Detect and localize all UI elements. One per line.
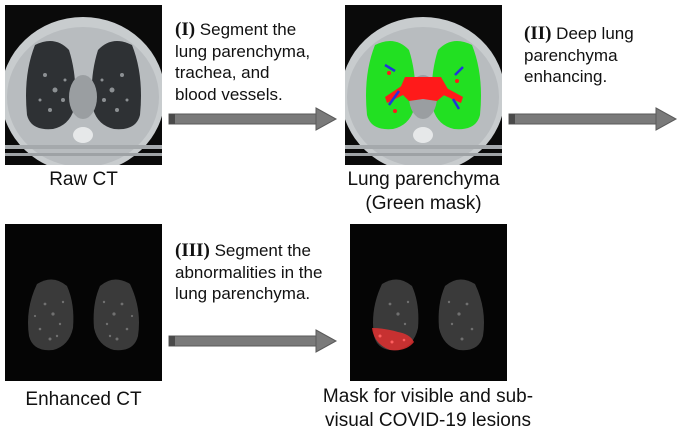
lesion-region [372,328,414,351]
step-1-line-4: blood vessels. [175,84,283,104]
step-1-line-1: Segment the [195,20,297,39]
step-3-line-2: abnormalities in the [175,262,323,282]
step-1-number: (I) [175,19,196,40]
enhanced-ct-caption: Enhanced CT [25,389,142,410]
arrow-3 [168,329,338,353]
step-2-line-2: parenchyma [524,45,618,65]
step-3-number: (III) [175,240,210,261]
step-2-text: (II) Deep lung parenchyma enhancing. [524,23,674,88]
step-2-number: (II) [524,23,552,44]
step-2-line-3: enhancing. [524,67,608,86]
step-2-line-1: Deep lung [551,24,634,43]
step-3-text: (III) Segment the abnormalities in the l… [175,240,350,305]
step-1-text: (I) Segment the lung parenchyma, trachea… [175,19,345,105]
lesion-mask-caption-line-2: visual COVID-19 lesions [325,410,531,431]
lung-parenchyma-caption-line-1: Lung parenchyma [347,169,500,190]
lesion-mask-caption-line-1: Mask for visible and sub- [322,386,534,407]
lung-parenchyma-caption: Lung parenchyma (Green mask) [330,168,517,216]
raw-ct-image [5,5,162,165]
lung-parenchyma-image [345,5,502,165]
enhanced-ct-image [5,224,162,381]
step-3-line-3: lung parenchyma. [175,284,311,303]
lesion-mask-image [350,224,507,381]
step-1-line-2: lung parenchyma, [175,41,311,61]
step-1-line-3: trachea, and [175,63,270,82]
arrow-2 [508,107,678,131]
arrow-1 [168,107,338,131]
lesion-mask-caption: Mask for visible and sub- visual COVID-1… [305,385,551,433]
lung-parenchyma-caption-line-2: (Green mask) [365,193,482,214]
step-3-line-1: Segment the [209,241,311,260]
raw-ct-caption: Raw CT [49,169,118,190]
